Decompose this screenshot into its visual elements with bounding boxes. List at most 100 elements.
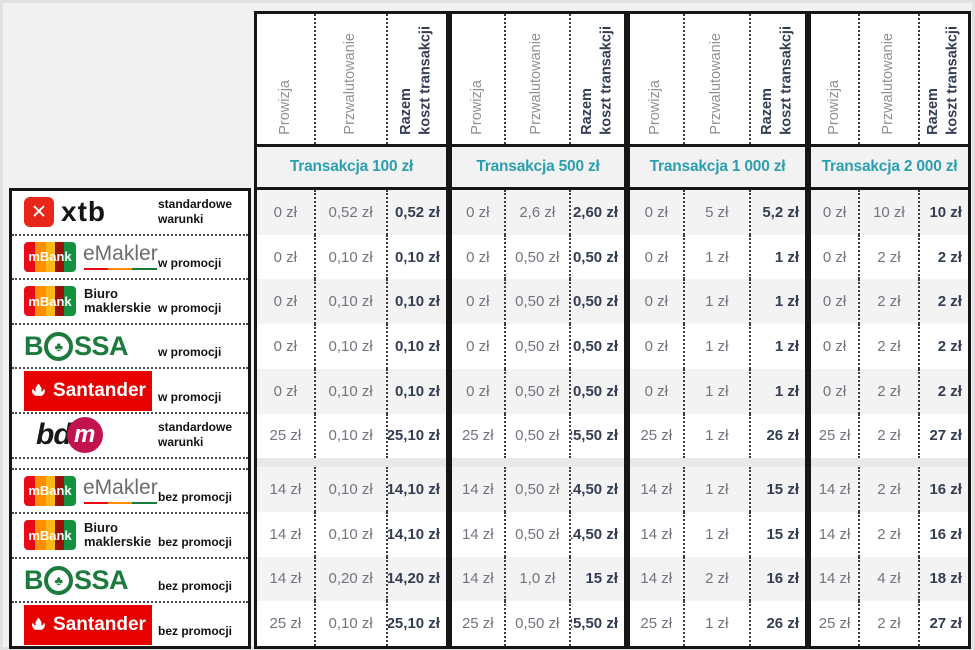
column-header-razem: Razem koszt transakcji [917,14,968,144]
fee-cell: 2 zł [858,511,918,557]
total-cost-cell: 26 zł [749,413,805,459]
fee-row: 14 zł 0,50 zł 14,50 zł [452,511,624,557]
fee-cell: 14 zł [461,481,494,499]
promo-note: bez promocji [158,579,233,594]
group-title: Transakcja 1 000 zł [630,144,805,190]
total-cost-cell: 1 zł [749,324,805,369]
total-cost-cell: 14,50 zł [568,511,624,557]
mbank-stripe [64,241,76,272]
santander-flame-icon [32,383,45,396]
broker-row: B ♣ SSA w promocji [12,322,248,368]
mbank-logo: mBank [24,241,76,272]
fee-cell: 0,10 zł [313,413,386,459]
group-title: Transakcja 100 zł [257,144,446,190]
mbank-logo: mBank [24,286,76,317]
group-body: 0 zł 10 zł 10 zł 0 zł 2 zł 2 zł 0 zł 2 zł 2 zł 0 … [811,190,968,647]
fee-row: 25 zł 1 zł 26 zł [630,601,805,647]
fee-cell: 0 zł [466,248,490,266]
fee-cell: 0 zł [644,337,668,355]
fee-cell: 1 zł [682,467,750,512]
fee-row: 14 zł 0,10 zł 14,10 zł [257,467,446,512]
santander-logo: Santander [24,370,152,411]
fee-cell: 0,10 zł [313,511,386,557]
total-cost-cell: 1 zł [749,368,805,414]
fee-cell: 0 zł [466,382,490,400]
fee-row: 14 zł 0,20 zł 14,20 zł [257,556,446,602]
total-cost-cell: 0,10 zł [385,324,446,369]
bossa-clover-icon: ♣ [44,565,73,595]
column-header-przwalutowanie: Przwalutowanie [313,14,386,144]
broker-panel: ✕ xtb standardowe warunki mBank eMakler w pro… [9,188,251,649]
fee-cell: 0 zł [644,248,668,266]
fee-cell: 0,50 zł [503,324,569,369]
fee-row: 25 zł 0,10 zł 25,10 zł [257,413,446,459]
fee-cell: 0,50 zł [503,279,569,325]
broker-row: ✕ xtb standardowe warunki [12,191,248,234]
fee-cell: 2 zł [858,467,918,512]
total-cost-cell: 15 zł [749,467,805,512]
section-gap [452,458,624,468]
fee-cell: 1 zł [682,368,750,414]
mbank-stripe [45,241,55,272]
total-cost-cell: 0,50 zł [568,368,624,414]
fee-cell: 1 zł [682,511,750,557]
column-header-przwalutowanie: Przwalutowanie [858,14,918,144]
total-cost-cell: 2,60 zł [568,190,624,235]
fee-row: 0 zł 0,10 zł 0,10 zł [257,368,446,414]
fee-cell: 0 zł [822,337,847,355]
fee-row: 0 zł 0,10 zł 0,10 zł [257,324,446,369]
rotated-header-label: Prowizja [825,80,842,135]
total-cost-cell: 26 zł [749,601,805,647]
fee-row: 25 zł 0,50 zł 25,50 zł [452,601,624,647]
broker-row: mBank eMakler w promocji [12,233,248,279]
mbank-stripe [54,520,65,551]
transaction-group: Prowizja Przwalutowanie Razem koszt transa… [449,11,627,649]
fee-cell: 1 zł [682,324,750,369]
fee-cell: 2 zł [858,601,918,647]
rotated-header-label: Przwalutowanie [707,33,724,135]
fee-row: 0 zł 10 zł 10 zł [811,190,968,235]
rotated-header-label: Przwalutowanie [880,33,897,135]
total-cost-cell: 16 zł [917,467,968,512]
mbank-logo-text: mBank [28,293,72,309]
header-row: Prowizja Przwalutowanie Razem koszt transa… [452,14,624,144]
section-gap [257,458,446,468]
fee-cell: 0 zł [644,203,668,221]
total-cost-cell: 2 zł [917,368,968,414]
fee-cell: 0 zł [822,382,847,400]
santander-flame-icon [32,617,45,630]
fee-row: 25 zł 0,50 zł 25,50 zł [452,413,624,459]
mbank-stripe [35,520,46,551]
biuro-maklerskie-logo-text: Biuro maklerskie [84,285,152,316]
fee-cell: 14 zł [818,481,851,499]
total-cost-cell: 25,50 zł [568,601,624,647]
mbank-stripe [24,475,36,506]
emakler-underline [84,502,157,505]
fee-cell: 14 zł [461,570,494,588]
total-cost-cell: 2 zł [917,279,968,325]
rotated-header-label: Przwalutowanie [341,33,358,135]
fee-cell: 0 zł [273,293,298,311]
fee-cell: 0 zł [466,293,490,311]
fee-cell: 2 zł [858,368,918,414]
fee-cell: 14 zł [640,525,673,543]
fee-row: 0 zł 0,50 zł 0,50 zł [452,368,624,414]
fee-cell: 14 zł [640,570,673,588]
fee-cell: 0 zł [273,203,298,221]
total-cost-cell: 14,10 zł [385,467,446,512]
broker-logo-zone: mBank Biuro maklerskie [24,519,158,551]
fee-cell: 25 zł [269,427,302,445]
mbank-stripe [45,475,55,506]
fee-cell: 0,10 zł [313,234,386,280]
bdm-logo-m-circle: m [66,417,103,454]
promo-note: w promocji [158,256,222,271]
header-row: Prowizja Przwalutowanie Razem koszt transa… [811,14,968,144]
mbank-stripe [64,286,76,317]
fee-row: 25 zł 1 zł 26 zł [630,413,805,459]
biuro-maklerskie-logo-text: Biuro maklerskie [84,519,152,550]
fee-row: 0 zł 1 zł 1 zł [630,368,805,414]
fee-table: Prowizja Przwalutowanie Razem koszt transa… [254,11,971,649]
fee-cell: 0,52 zł [313,190,386,235]
broker-row: bd m standardowe warunki [12,411,248,457]
fee-cell: 0,10 zł [313,368,386,414]
